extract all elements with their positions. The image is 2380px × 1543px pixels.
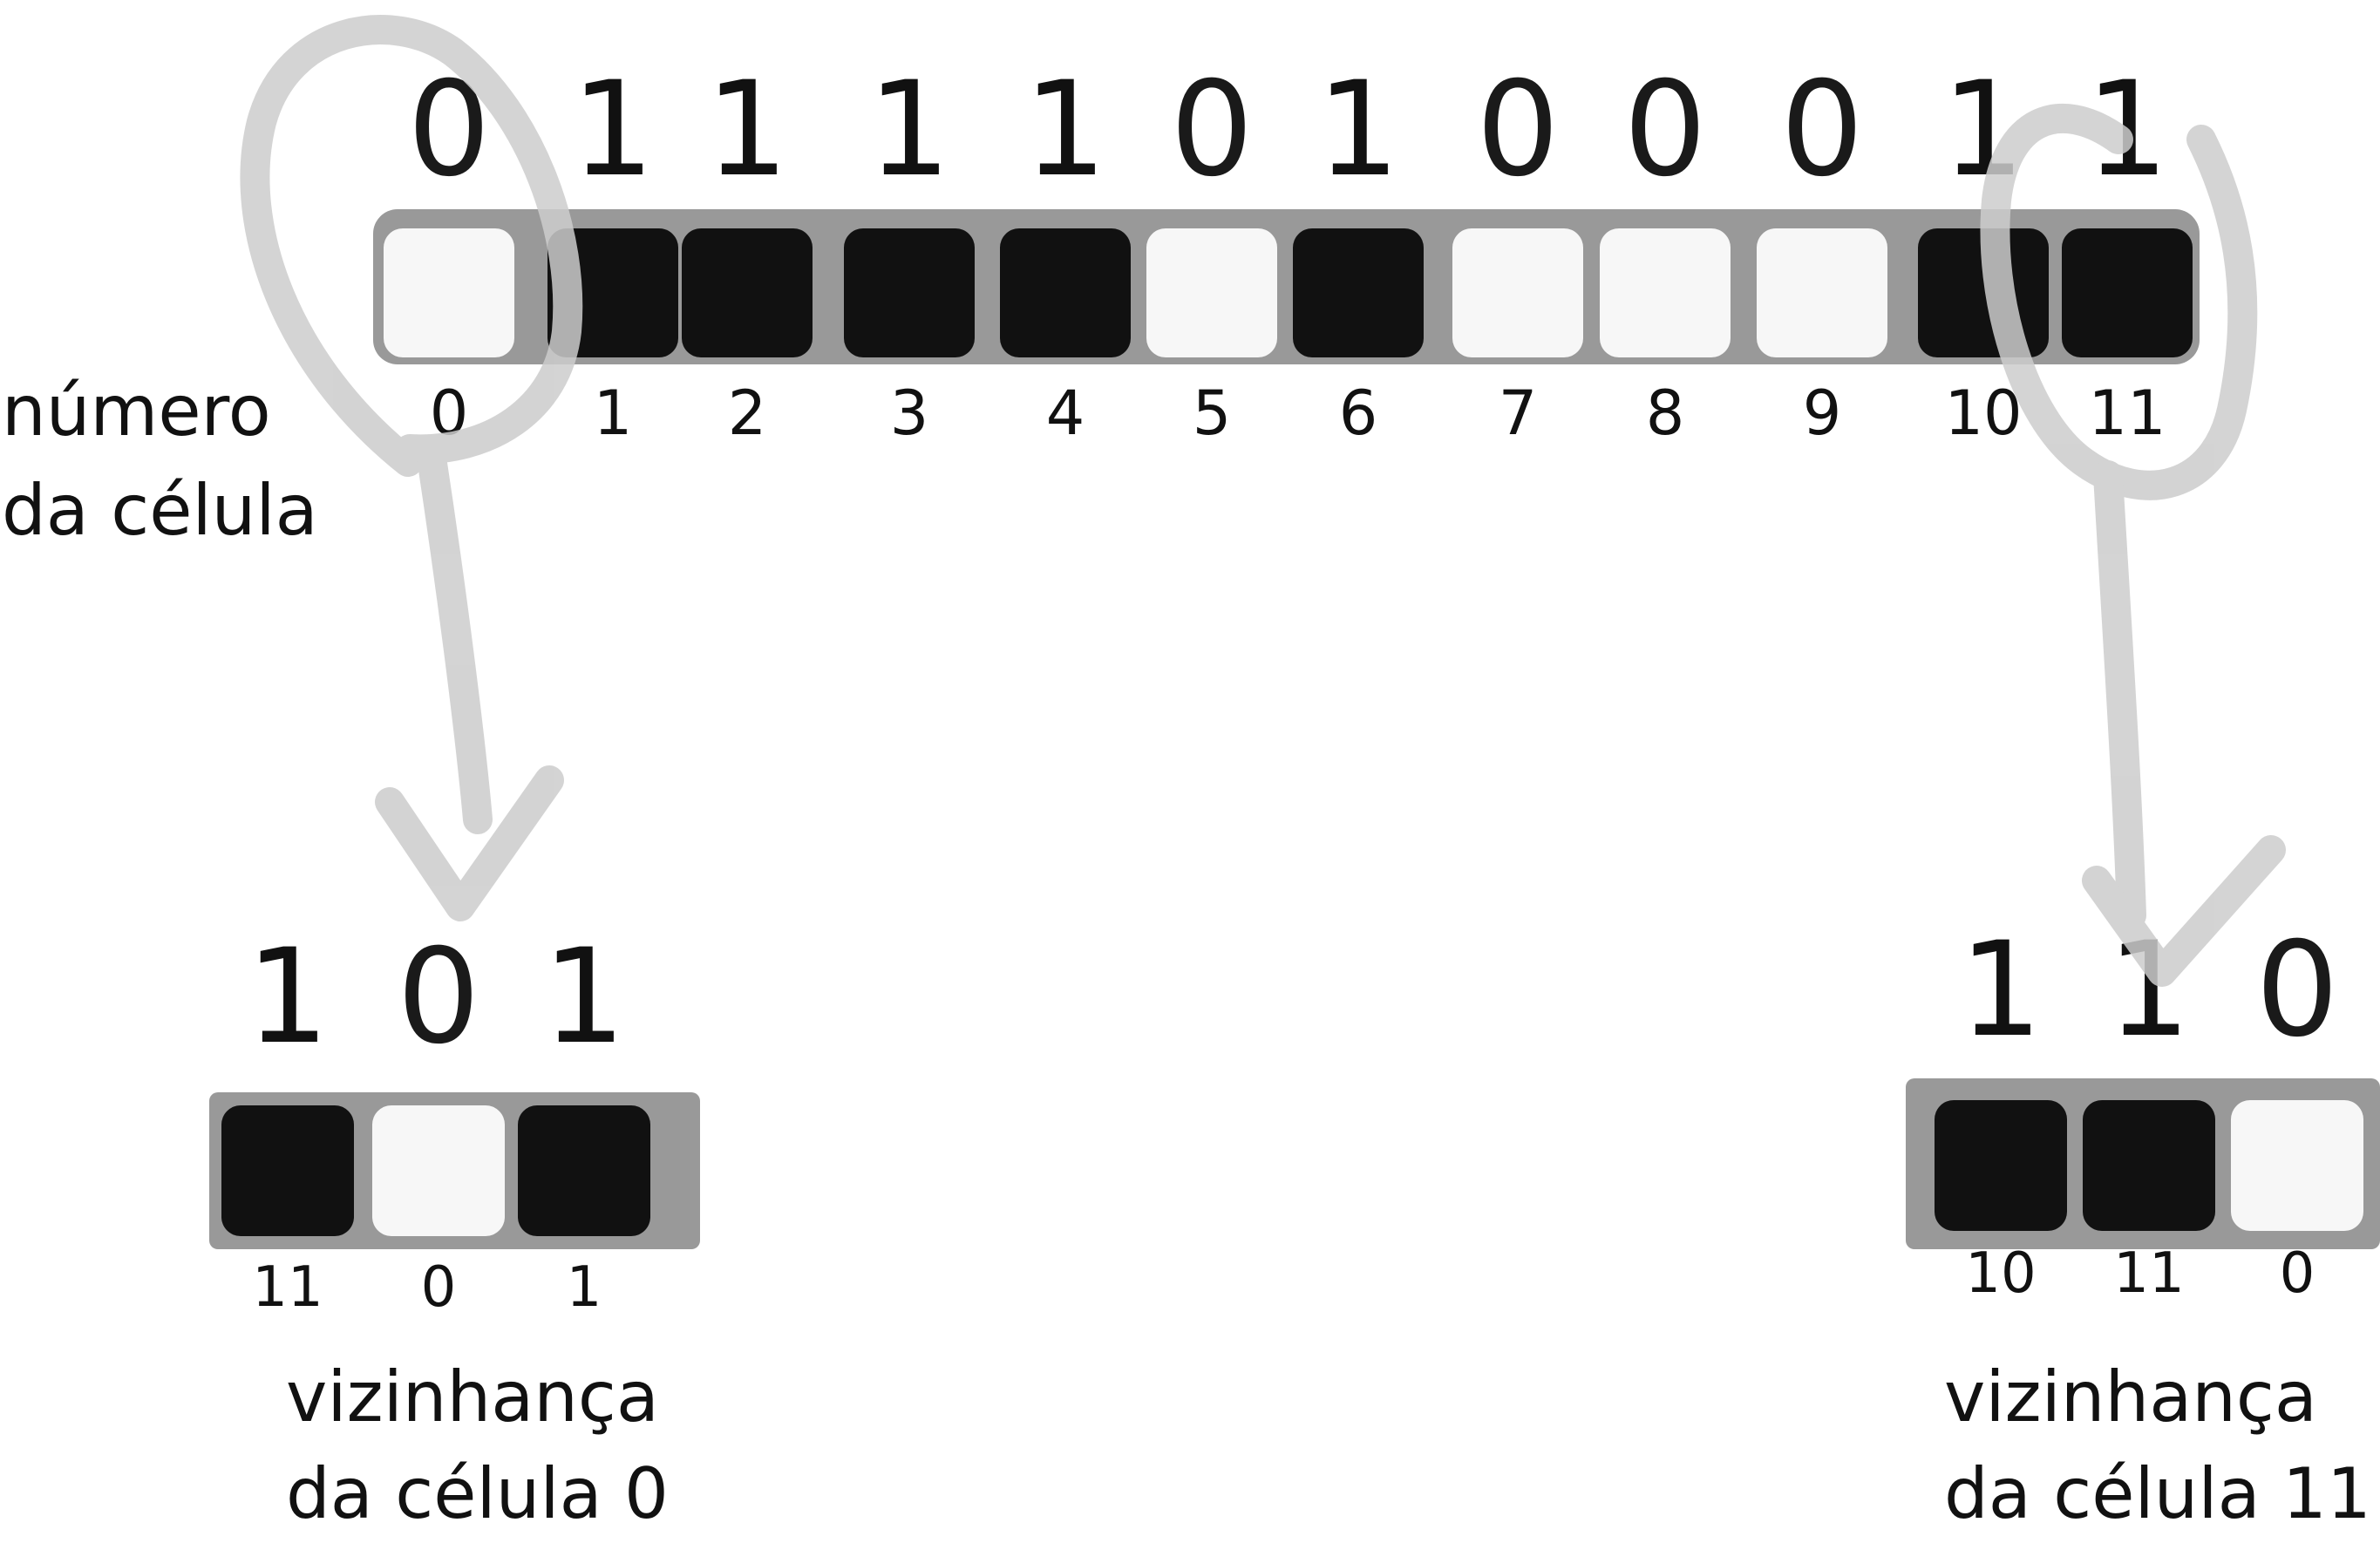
main-row-cell-number-9: 9: [1803, 377, 1842, 449]
right-neighborhood-cell-0: [1935, 1100, 2067, 1231]
right-neighborhood-bit-0: 1: [1959, 914, 2042, 1066]
main-row-bit-9: 0: [1780, 54, 1863, 206]
left-neighborhood-cell-numbers: 11 0 1: [252, 1255, 602, 1320]
main-row-cell-8: [1600, 228, 1731, 357]
left-neighborhood-caption-line-1: vizinhança: [286, 1356, 659, 1438]
main-row-cell-0: [384, 228, 514, 357]
main-row-cell-number-7: 7: [1499, 377, 1538, 449]
right-neighborhood-cell-number-0: 10: [1965, 1241, 2036, 1306]
right-neighborhood-cell-numbers: 10 11 0: [1965, 1241, 2315, 1306]
right-neighborhood-cell-number-2: 0: [2280, 1241, 2315, 1306]
main-row-cell-7: [1452, 228, 1583, 357]
main-row-cell-11: [2062, 228, 2193, 357]
main-row-cells: [384, 228, 2193, 357]
main-row-cell-number-8: 8: [1646, 377, 1685, 449]
right-neighborhood-caption-line-2: da célula 11: [1944, 1453, 2371, 1534]
main-row-cell-number-1: 1: [594, 377, 633, 449]
main-row-frame: [373, 209, 2200, 364]
main-row-bit-6: 1: [1316, 54, 1399, 206]
main-row-bit-1: 1: [571, 54, 654, 206]
left-neighborhood-cell-number-2: 1: [567, 1255, 602, 1320]
main-row-cell-number-11: 11: [2088, 377, 2166, 449]
main-row-cell-number-3: 3: [890, 377, 929, 449]
arrow-head-to-left-neighborhood: [375, 765, 564, 921]
left-neighborhood-cell-2: [518, 1105, 650, 1236]
left-neighborhood-bit-0: 1: [246, 921, 329, 1073]
left-neighborhood-caption-line-2: da célula 0: [286, 1453, 669, 1534]
left-neighborhood-cell-number-1: 0: [421, 1255, 457, 1320]
left-neighborhood-bit-2: 1: [542, 921, 625, 1073]
loop-highlight-cell-0: [240, 15, 583, 477]
main-row-cell-numbers: 0 1 2 3 4 5 6 7 8 9 10 11: [430, 377, 2166, 449]
main-row-cell-6: [1293, 228, 1424, 357]
right-neighborhood-cell-1: [2083, 1100, 2215, 1231]
main-row-cell-number-4: 4: [1046, 377, 1085, 449]
cell-number-label-line-2: da célula: [2, 470, 318, 551]
arrow-shaft-to-right-neighborhood: [2093, 460, 2146, 930]
right-neighborhood-caption-line-1: vizinhança: [1944, 1356, 2317, 1438]
main-row-bit-7: 0: [1476, 54, 1559, 206]
main-row-cell-3: [844, 228, 975, 357]
main-row-cell-9: [1757, 228, 1887, 357]
main-row-cell-2: [682, 228, 813, 357]
right-neighborhood-bit-2: 0: [2255, 914, 2338, 1066]
main-row-cell-number-2: 2: [728, 377, 767, 449]
arrow-shaft-to-left-neighborhood: [417, 443, 493, 834]
left-neighborhood-cell-0: [221, 1105, 354, 1236]
loop-highlight-cell-11: [1980, 103, 2258, 500]
left-neighborhood-cell-number-0: 11: [252, 1255, 323, 1320]
left-neighborhood-cell-1: [372, 1105, 505, 1236]
main-row-cell-number-6: 6: [1339, 377, 1378, 449]
main-row-cell-4: [1000, 228, 1131, 357]
left-neighborhood-bit-1: 0: [397, 921, 479, 1073]
arrow-head-to-right-neighborhood: [2082, 835, 2286, 987]
main-row-cell-5: [1146, 228, 1277, 357]
main-row-bit-3: 1: [867, 54, 950, 206]
cell-number-label-line-1: número: [2, 370, 271, 452]
main-row-bit-2: 1: [705, 54, 788, 206]
right-neighborhood-cell-2: [2231, 1100, 2363, 1231]
right-neighborhood-cells: [1935, 1100, 2363, 1231]
left-neighborhood-cells: [221, 1105, 650, 1236]
main-row-bit-5: 0: [1170, 54, 1253, 206]
main-row-cell-number-10: 10: [1944, 377, 2022, 449]
main-row-bit-8: 0: [1623, 54, 1706, 206]
main-row-bit-4: 1: [1023, 54, 1106, 206]
main-row-cell-number-5: 5: [1193, 377, 1232, 449]
right-neighborhood-cell-number-1: 11: [2113, 1241, 2184, 1306]
